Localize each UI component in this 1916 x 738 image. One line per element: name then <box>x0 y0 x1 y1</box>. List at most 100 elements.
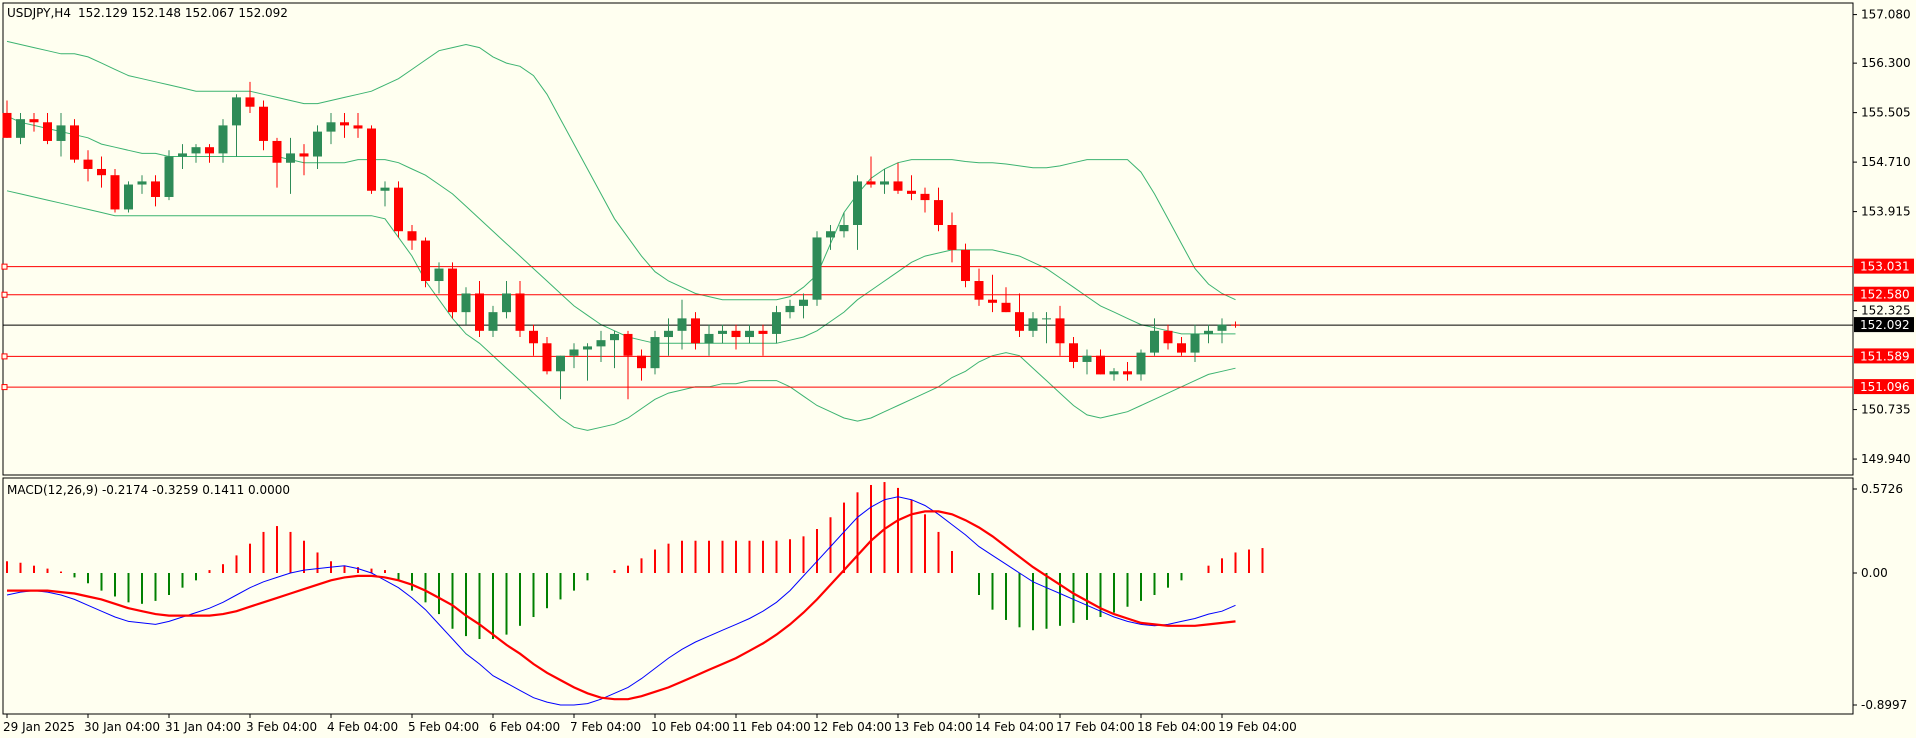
candle-body <box>1082 355 1092 362</box>
current-price-label: 152.092 <box>1860 318 1910 332</box>
candle <box>1136 349 1146 381</box>
candle-body <box>178 153 187 157</box>
candle-body <box>677 318 687 331</box>
candle <box>637 349 646 381</box>
price-level-label: 153.031 <box>1860 260 1910 274</box>
candle-body <box>83 159 93 169</box>
candle <box>988 274 997 313</box>
candle-body <box>272 140 282 163</box>
candle-body <box>151 181 160 197</box>
candle <box>299 144 309 176</box>
candle <box>178 144 187 169</box>
bollinger-bands <box>6 40 1236 431</box>
candle-body <box>1015 312 1024 331</box>
candle-body <box>1163 330 1173 344</box>
candle <box>1150 318 1159 356</box>
candle <box>1177 337 1186 356</box>
price-axis: 157.080 156.300 155.505 154.710 153.915 152.3… <box>1853 8 1914 466</box>
symbol-label: USDJPY,H4 <box>7 6 71 20</box>
candle <box>259 100 268 151</box>
candle <box>151 175 160 207</box>
candle <box>515 281 525 338</box>
candle-body <box>569 349 579 356</box>
time-axis-tick-label: 4 Feb 04:00 <box>327 720 398 734</box>
candle-body <box>434 268 444 282</box>
candle-body <box>731 330 741 338</box>
candle <box>704 324 714 356</box>
candle <box>691 312 700 350</box>
candle-body <box>974 281 984 300</box>
candle-body <box>245 97 255 107</box>
price-axis-tick-label: 149.940 <box>1861 452 1911 466</box>
candle-body <box>259 106 268 141</box>
candle <box>380 181 390 207</box>
candle <box>650 330 660 375</box>
candle-body <box>488 312 498 331</box>
candle-body <box>1217 324 1227 331</box>
candle <box>826 224 835 250</box>
candle-body <box>704 333 714 344</box>
candle-body <box>583 346 592 350</box>
candle <box>1204 324 1213 344</box>
candle-body <box>191 147 201 154</box>
time-axis-tick-label: 11 Feb 04:00 <box>732 720 811 734</box>
price-axis-tick-label: 152.325 <box>1861 304 1911 318</box>
candle-body <box>920 193 930 201</box>
candle-body <box>853 181 862 225</box>
candle-body <box>596 340 606 347</box>
candle <box>488 305 498 338</box>
time-axis-tick-label: 18 Feb 04:00 <box>1137 720 1216 734</box>
price-level-label: 151.096 <box>1860 380 1910 394</box>
candle <box>920 187 930 213</box>
candle-body <box>1190 333 1200 353</box>
candle-body <box>394 187 403 232</box>
candle <box>2 100 12 138</box>
time-axis-tick-label: 6 Feb 04:00 <box>489 720 560 734</box>
candle-body <box>988 299 997 303</box>
candle-body <box>650 337 660 369</box>
candle-body <box>1042 318 1051 320</box>
candle <box>43 112 52 145</box>
candle <box>502 281 511 319</box>
macd-line <box>6 496 1236 706</box>
candle <box>110 168 120 213</box>
candle-body <box>1001 302 1011 313</box>
candle <box>232 94 241 157</box>
time-axis-tick-label: 31 Jan 04:00 <box>165 720 241 734</box>
candle <box>596 330 606 362</box>
candle-body <box>1177 343 1186 353</box>
candle <box>475 281 484 338</box>
candle-body <box>110 175 120 210</box>
candle-body <box>218 125 228 154</box>
candle-body <box>515 293 525 331</box>
candle <box>961 243 970 288</box>
time-axis-tick-label: 30 Jan 04:00 <box>84 720 160 734</box>
macd-axis-tick-label: 0.00 <box>1861 566 1888 580</box>
candle <box>583 343 592 381</box>
candle-body <box>407 231 417 241</box>
candle <box>191 144 201 163</box>
candle <box>1217 318 1227 344</box>
candle-body <box>556 355 565 372</box>
candle-body <box>1123 371 1132 375</box>
candle-body <box>812 237 822 300</box>
candle-body <box>164 156 174 197</box>
candle <box>812 231 822 306</box>
candle <box>866 156 876 188</box>
candle <box>664 318 673 356</box>
candle <box>974 268 984 306</box>
candle <box>83 150 93 182</box>
candle-body <box>1136 352 1146 375</box>
candle-body <box>947 224 957 250</box>
candle-body <box>29 119 39 123</box>
candle-body <box>43 122 52 141</box>
price-level-label: 151.589 <box>1860 349 1910 363</box>
candle-body <box>1055 318 1065 344</box>
candle <box>353 112 363 138</box>
candle-body <box>448 268 457 313</box>
bollinger-lower-line <box>6 190 1236 431</box>
candle <box>785 299 795 319</box>
candle-body <box>839 224 849 232</box>
candle-body <box>745 330 754 338</box>
